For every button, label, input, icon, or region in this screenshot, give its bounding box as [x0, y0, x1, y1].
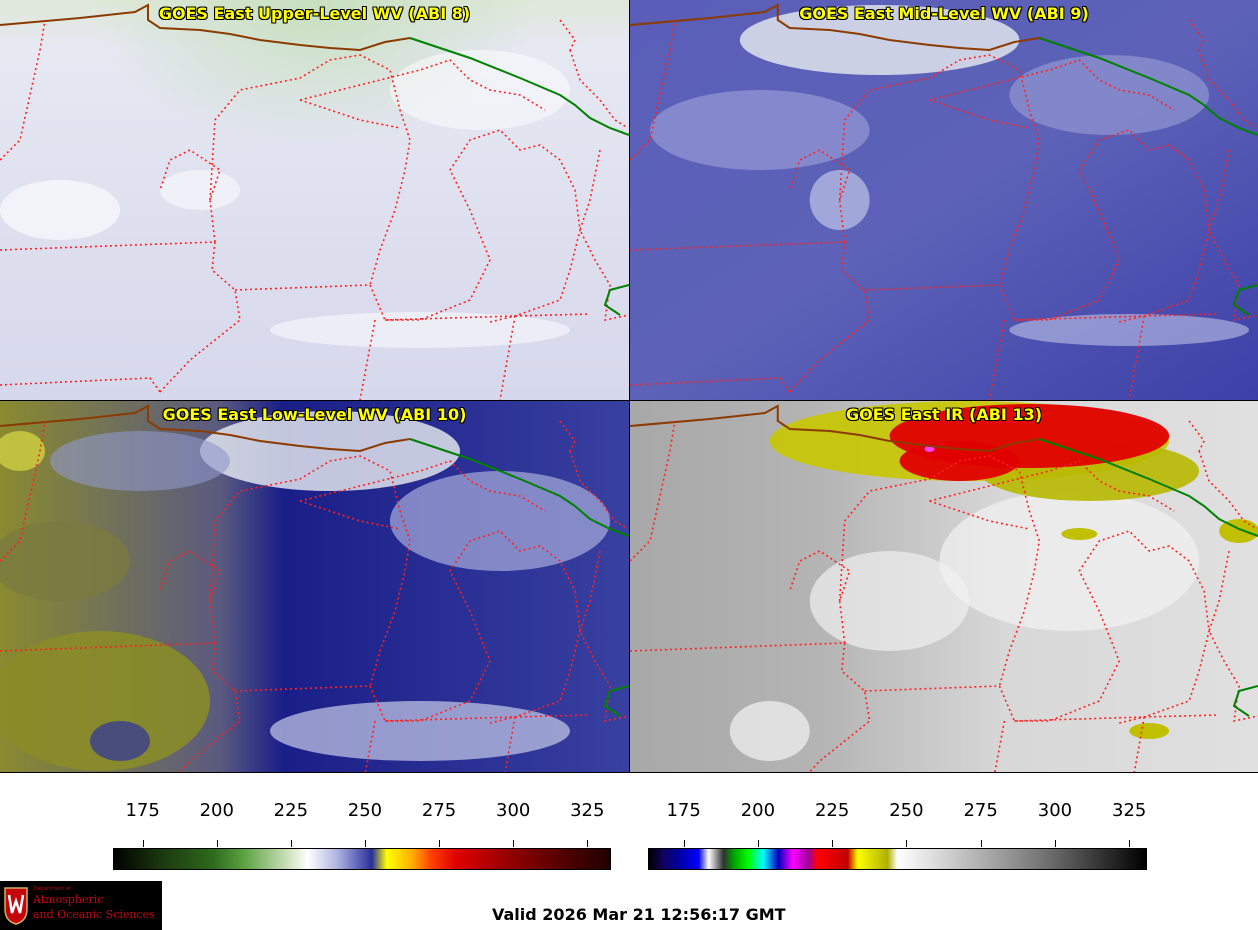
- colorbar-wv-ticks: 175 200 225 250 275 300 325: [113, 800, 611, 830]
- colorbar-ir-tick-label: 275: [963, 800, 998, 821]
- colorbar-ir-tick-label: 250: [889, 800, 924, 821]
- colorbar-ir-tick-label: 225: [814, 800, 850, 821]
- colorbar-wv-strip: [113, 848, 611, 870]
- colorbar-wv-tick-label: 250: [347, 800, 383, 821]
- colorbar-wv-tick-mark: [364, 840, 366, 847]
- low-level-wv-image: [0, 401, 629, 772]
- colorbar-ir-tick-mark: [683, 840, 685, 847]
- colorbar-ir-tick-mark: [757, 840, 759, 847]
- map-panel-ir: GOES East IR (ABI 13): [629, 400, 1258, 773]
- colorbar-ir-tick-label: 300: [1037, 800, 1073, 821]
- colorbar-wv-tick-mark: [216, 840, 218, 847]
- ir-image: [630, 401, 1258, 772]
- colorbar-wv-tick-label: 300: [495, 800, 531, 821]
- colorbar-ir-tick-label: 325: [1111, 800, 1147, 821]
- uw-crest-icon: [4, 887, 28, 925]
- colorbar-wv-tick-mark: [439, 840, 441, 847]
- upper-level-wv-image: [0, 0, 629, 400]
- colorbar-ir-tick-mark: [1054, 840, 1056, 847]
- colorbar-wv-tick-label: 175: [125, 800, 160, 821]
- colorbar-wv: 175 200 225 250 275 300 325: [113, 800, 611, 872]
- colorbar-wv-tick-label: 275: [421, 800, 457, 821]
- colorbar-wv-tick-mark: [513, 840, 515, 847]
- colorbar-wv-tick-label: 325: [570, 800, 605, 821]
- logo-dept-line-1: Atmospheric: [33, 893, 104, 906]
- colorbar-ir-strip: [648, 848, 1147, 870]
- colorbar-ir-tick-mark: [1129, 840, 1131, 847]
- colorbar-wv-tick-mark: [142, 840, 144, 847]
- valid-time: Valid 2026 Mar 21 12:56:17 GMT: [492, 905, 786, 924]
- colorbar-wv-tick-label: 225: [273, 800, 309, 821]
- map-panel-mid-level-wv: GOES East Mid-Level WV (ABI 9): [629, 0, 1258, 401]
- map-panel-low-level-wv: GOES East Low-Level WV (ABI 10): [0, 400, 630, 773]
- colorbar-wv-tick-mark: [587, 840, 589, 847]
- colorbar-ir: 175 200 225 250 275 300 325: [648, 800, 1147, 872]
- colorbar-wv-tick-mark: [290, 840, 292, 847]
- colorbar-ir-tick-label: 200: [740, 800, 776, 821]
- mid-level-wv-image: [630, 0, 1258, 400]
- colorbar-ir-tick-mark: [832, 840, 834, 847]
- colorbar-wv-tick-label: 200: [199, 800, 234, 821]
- aos-logo: Department of Atmospheric and Oceanic Sc…: [0, 881, 162, 930]
- colorbar-ir-tick-label: 175: [666, 800, 701, 821]
- colorbar-ir-ticks: 175 200 225 250 275 300 325: [648, 800, 1147, 830]
- map-panel-upper-level-wv: GOES East Upper-Level WV (ABI 8): [0, 0, 630, 401]
- colorbar-ir-tick-mark: [980, 840, 982, 847]
- logo-dept-line-2: and Oceanic Sciences: [33, 908, 155, 921]
- logo-dept-small: Department of: [34, 886, 71, 892]
- colorbar-ir-tick-mark: [906, 840, 908, 847]
